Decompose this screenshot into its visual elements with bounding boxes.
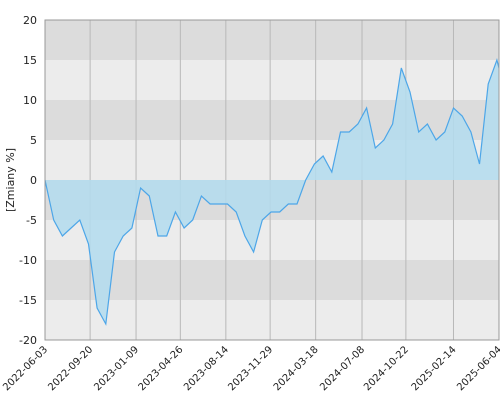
- x-tick-label: 2022-09-20: [46, 344, 95, 393]
- x-tick-label: 2023-11-29: [226, 344, 275, 393]
- x-tick-label: 2024-07-08: [318, 344, 367, 393]
- grid-band: [45, 260, 499, 300]
- plot-frame: [44, 19, 500, 341]
- y-tick-label: 0: [30, 174, 37, 187]
- y-tick-label: -5: [26, 214, 37, 227]
- x-tick-label: 2024-10-22: [362, 344, 411, 393]
- y-tick-label: -10: [19, 254, 37, 267]
- x-tick-label: 2025-02-14: [410, 344, 459, 393]
- y-tick-label: 5: [30, 134, 37, 147]
- x-tick-label: 2023-04-26: [137, 344, 186, 393]
- line: [44, 57, 500, 326]
- y-tick-label: 20: [23, 14, 37, 27]
- y-axis-label: [Zmiany %]: [4, 148, 17, 212]
- x-tick-label: 2023-08-14: [182, 344, 231, 393]
- y-tick-label: 15: [23, 54, 37, 67]
- x-tick-label: 2025-06-04: [455, 344, 500, 393]
- y-tick-label: 10: [23, 94, 37, 107]
- grid-band: [45, 300, 499, 340]
- y-tick-label: -15: [19, 294, 37, 307]
- grid-band: [45, 20, 499, 60]
- area: [45, 60, 499, 324]
- x-tick-label: 2024-03-18: [272, 344, 321, 393]
- y-tick-label: -20: [19, 334, 37, 347]
- x-tick-label: 2023-01-09: [92, 344, 141, 393]
- x-tick-label: 2022-06-03: [1, 344, 50, 393]
- grid-band: [45, 60, 499, 100]
